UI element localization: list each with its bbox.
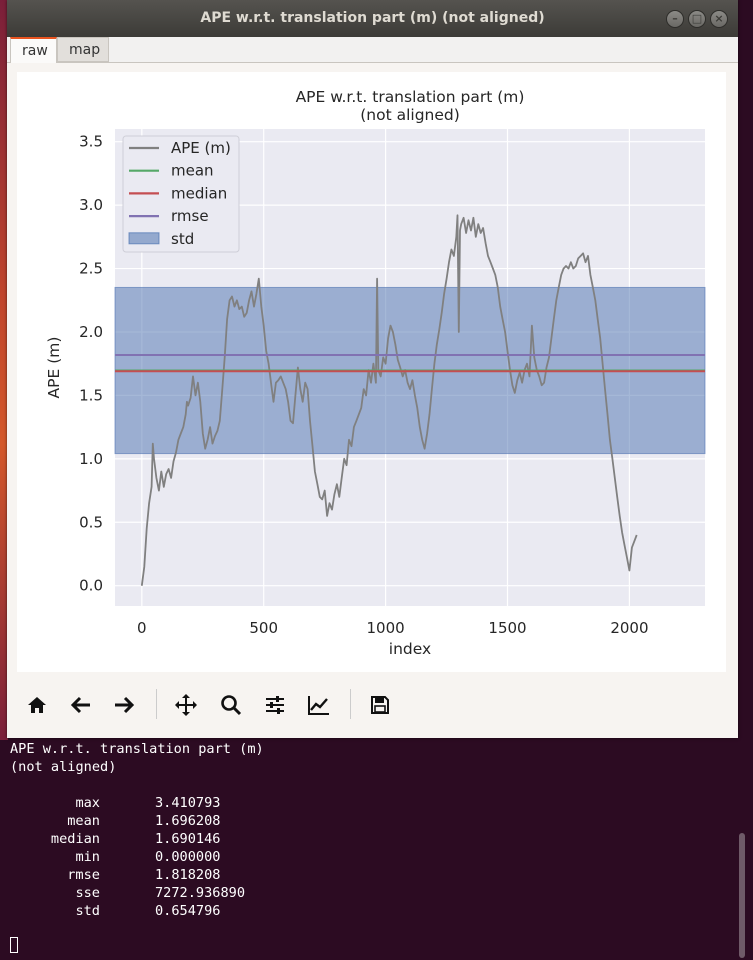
y-tick-label: 2.5 xyxy=(79,260,103,278)
tab-bar: raw map xyxy=(7,37,738,63)
save-icon xyxy=(371,696,389,714)
maximize-button[interactable]: □ xyxy=(688,10,706,28)
y-tick-label: 3.0 xyxy=(79,196,103,214)
legend-label-ape: APE (m) xyxy=(171,139,231,157)
stat-std-label: std xyxy=(75,903,100,919)
y-tick-label: 2.0 xyxy=(79,323,103,341)
stat-min-label: min xyxy=(75,849,100,865)
desktop-background xyxy=(0,0,8,740)
terminal-title-line1: APE w.r.t. translation part (m) xyxy=(10,741,264,757)
forward-button[interactable] xyxy=(110,691,138,719)
stat-max-label: max xyxy=(75,795,100,811)
legend-label-rmse: rmse xyxy=(171,207,209,225)
stat-rmse-label: rmse xyxy=(67,867,100,883)
save-button[interactable] xyxy=(366,691,394,719)
stat-max-value: 3.410793 xyxy=(155,795,221,811)
stat-rmse-value: 1.818208 xyxy=(155,867,221,883)
x-tick-label: 1500 xyxy=(488,619,526,637)
edit-axis-button[interactable] xyxy=(305,691,333,719)
y-tick-label: 0.5 xyxy=(79,513,103,531)
home-icon xyxy=(28,697,46,713)
stat-mean-label: mean xyxy=(67,813,100,829)
x-tick-label: 500 xyxy=(249,619,278,637)
y-tick-label: 3.5 xyxy=(79,133,103,151)
terminal-title-line2: (not aligned) xyxy=(10,759,117,775)
plot-window: APE w.r.t. translation part (m) (not ali… xyxy=(7,0,738,738)
tab-raw[interactable]: raw xyxy=(10,37,57,63)
window-controls: – □ × xyxy=(666,10,728,28)
window-titlebar[interactable]: APE w.r.t. translation part (m) (not ali… xyxy=(7,0,738,37)
plot-toolbar xyxy=(7,675,738,735)
stat-median-value: 1.690146 xyxy=(155,831,221,847)
chart-title: APE w.r.t. translation part (m) xyxy=(296,88,525,106)
configure-subplots-button[interactable] xyxy=(261,691,289,719)
stat-std-value: 0.654796 xyxy=(155,903,221,919)
terminal-output[interactable]: APE w.r.t. translation part (m) (not ali… xyxy=(0,738,753,960)
y-tick-label: 0.0 xyxy=(79,577,103,595)
legend-swatch-std xyxy=(128,232,160,245)
terminal-scrollbar[interactable] xyxy=(739,833,745,958)
forward-icon xyxy=(115,696,135,714)
plot-canvas[interactable]: 0 500 1000 1500 2000 0.0 0.5 1.0 1.5 2.0 2.5 3.0 3.5… xyxy=(17,72,726,672)
configure-subplots-icon xyxy=(266,696,284,714)
y-axis-label: APE (m) xyxy=(45,337,63,399)
tab-map[interactable]: map xyxy=(57,37,109,62)
toolbar-separator xyxy=(350,689,351,719)
legend-label-mean: mean xyxy=(171,162,214,180)
x-tick-label: 1000 xyxy=(367,619,405,637)
back-button[interactable] xyxy=(67,691,95,719)
back-icon xyxy=(70,696,90,714)
y-tick-label: 1.5 xyxy=(79,386,103,404)
stat-median-label: median xyxy=(50,831,100,847)
close-button[interactable]: × xyxy=(710,10,728,28)
legend-box xyxy=(122,135,240,253)
zoom-icon xyxy=(221,695,242,716)
ape-series-line xyxy=(140,214,638,586)
edit-axis-icon xyxy=(308,696,329,715)
legend-label-median: median xyxy=(171,184,227,202)
stat-mean-value: 1.696208 xyxy=(155,813,221,829)
y-tick-label: 1.0 xyxy=(79,450,103,468)
x-axis-label: index xyxy=(389,640,431,658)
pan-button[interactable] xyxy=(172,691,200,719)
minimize-button[interactable]: – xyxy=(666,10,684,28)
stat-sse-value: 7272.936890 xyxy=(155,885,246,901)
toolbar-separator xyxy=(156,689,157,719)
stat-min-value: 0.000000 xyxy=(155,849,221,865)
home-button[interactable] xyxy=(23,691,51,719)
x-tick-label: 2000 xyxy=(610,619,648,637)
zoom-button[interactable] xyxy=(217,691,245,719)
terminal-cursor xyxy=(10,937,18,953)
pan-icon xyxy=(175,694,197,716)
chart-subtitle: (not aligned) xyxy=(360,106,460,124)
ape-chart: 0 500 1000 1500 2000 0.0 0.5 1.0 1.5 2.0 2.5 3.0 3.5… xyxy=(45,88,706,658)
x-tick-label: 0 xyxy=(137,619,147,637)
window-title: APE w.r.t. translation part (m) (not ali… xyxy=(200,10,545,26)
legend-label-std: std xyxy=(171,230,194,248)
stat-sse-label: sse xyxy=(75,885,100,901)
